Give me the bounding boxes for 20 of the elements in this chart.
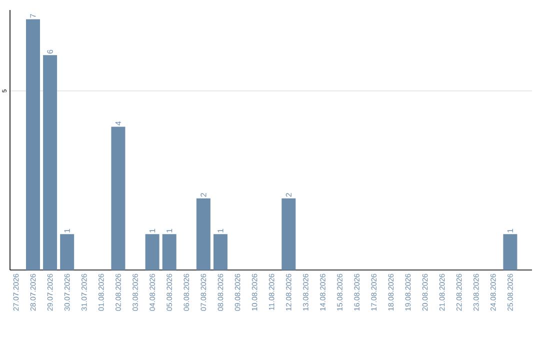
bar	[111, 126, 126, 270]
data-label: 1	[166, 228, 172, 232]
data-label: 7	[30, 14, 36, 18]
data-label: 1	[64, 228, 70, 232]
bar	[145, 234, 160, 270]
bar	[196, 198, 210, 270]
data-label: 6	[47, 50, 53, 54]
data-label: 2	[286, 193, 292, 197]
bar	[282, 198, 296, 270]
bar	[26, 19, 40, 270]
bar	[162, 234, 176, 270]
data-label: 1	[218, 228, 224, 232]
bar	[43, 55, 58, 270]
data-label: 1	[150, 228, 156, 232]
data-label: 2	[200, 193, 206, 197]
bar	[213, 234, 228, 270]
bar	[503, 234, 518, 270]
data-label: 1	[507, 228, 513, 232]
bar	[60, 234, 74, 270]
data-label: 4	[115, 121, 121, 126]
